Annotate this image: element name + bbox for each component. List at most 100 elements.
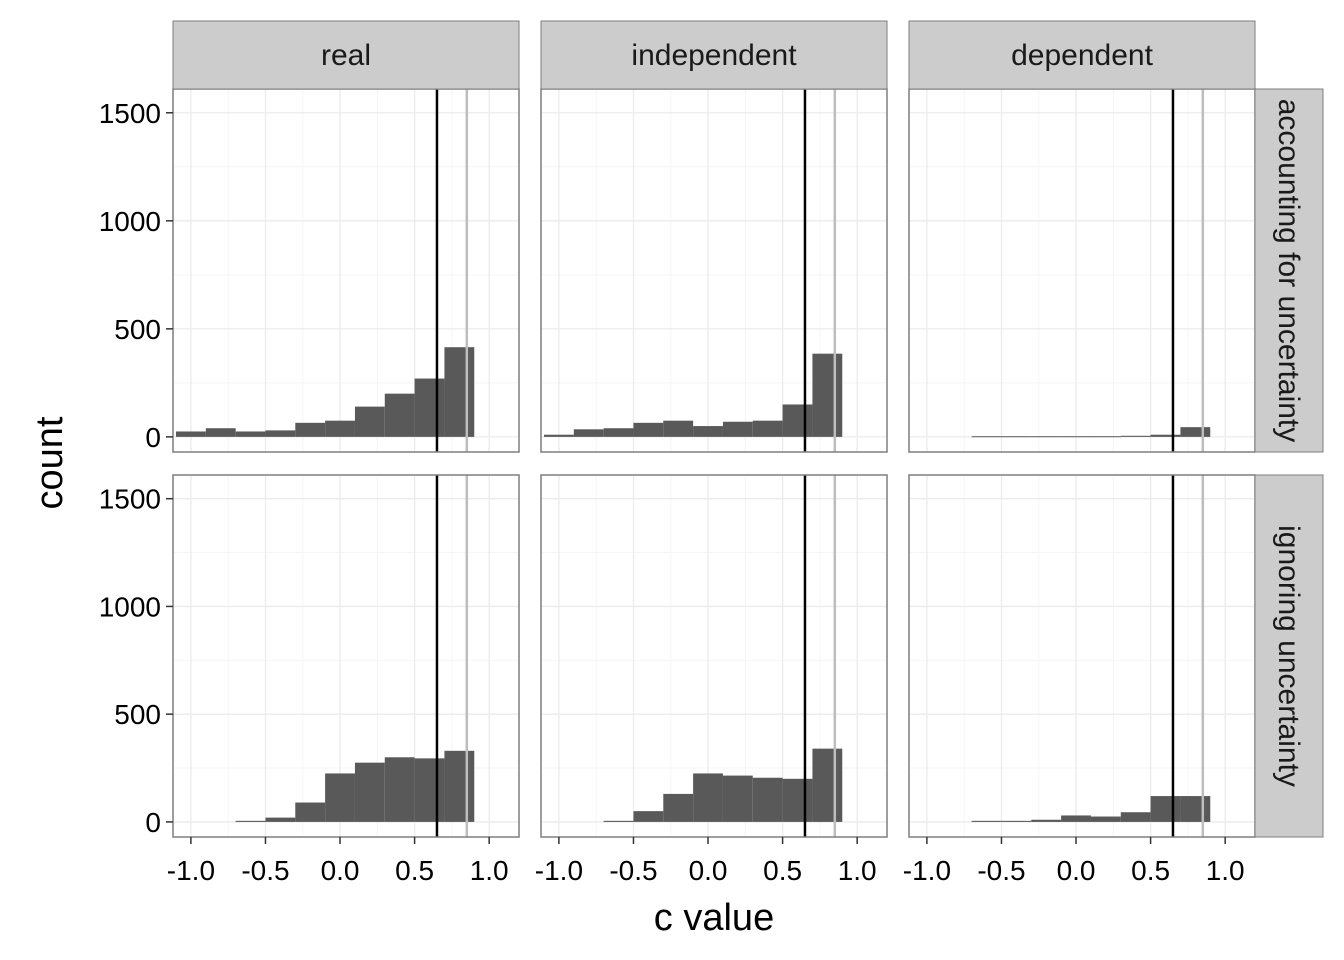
- histogram-bar: [782, 778, 813, 822]
- histogram-bar: [325, 420, 355, 437]
- x-tick-label: 1.0: [470, 855, 509, 886]
- histogram-bar: [384, 757, 415, 822]
- histogram-bar: [1061, 815, 1091, 822]
- histogram-bar: [1150, 796, 1181, 822]
- x-tick-label: 0.0: [321, 855, 360, 886]
- histogram-bar: [1180, 796, 1211, 822]
- panel-ignoring-uncertainty-dependent: [908, 474, 1256, 838]
- histogram-bar: [633, 811, 664, 822]
- strip-background: [1254, 474, 1324, 838]
- histogram-bar: [1120, 435, 1151, 437]
- strip-dependent: dependent: [908, 20, 1256, 90]
- x-tick-label: 0.0: [689, 855, 728, 886]
- histogram-bar: [444, 347, 475, 437]
- histogram-bar: [663, 793, 694, 822]
- strip-background: [1254, 88, 1324, 453]
- x-tick-label: 0.5: [1131, 855, 1170, 886]
- histogram-bar: [235, 820, 266, 822]
- y-tick-label: 1500: [99, 98, 161, 129]
- y-axis-row-2: 0 500 1000 1500: [99, 484, 173, 838]
- x-tick-label: -1.0: [903, 855, 951, 886]
- histogram-bar: [354, 406, 385, 437]
- strip-label: dependent: [1011, 39, 1153, 72]
- histogram-bar: [384, 393, 415, 437]
- histogram-bar: [295, 422, 326, 437]
- strip-label: real: [321, 39, 371, 72]
- y-tick-label: 1500: [99, 484, 161, 515]
- histogram-bar: [175, 431, 206, 437]
- strip-label: accounting for uncertainty: [1272, 99, 1305, 443]
- histogram-bar: [205, 428, 236, 437]
- strip-independent: independent: [540, 20, 888, 90]
- histogram-bar: [663, 420, 694, 437]
- panel-accounting-for-uncertainty-dependent: [908, 88, 1256, 453]
- histogram-bar: [693, 773, 723, 822]
- panel-border: [172, 474, 520, 838]
- strip-ignoring-uncertainty: ignoring uncertainty: [1254, 474, 1324, 838]
- histogram-bar: [782, 404, 813, 437]
- strip-accounting-for-uncertainty: accounting for uncertainty: [1254, 88, 1324, 453]
- histogram-bar: [265, 817, 296, 822]
- x-tick-label: 1.0: [838, 855, 877, 886]
- y-tick-label: 500: [114, 699, 161, 730]
- panel-accounting-for-uncertainty-independent: [540, 88, 888, 453]
- panel-ignoring-uncertainty-real: [172, 474, 520, 838]
- histogram-bar: [1180, 427, 1211, 437]
- histogram-bar: [1001, 820, 1032, 822]
- histogram-bar: [693, 426, 723, 437]
- x-tick-label: -0.5: [241, 855, 289, 886]
- histogram-bar: [543, 434, 574, 437]
- histogram-bar: [414, 378, 445, 437]
- histogram-bar: [752, 777, 783, 822]
- x-axis-title: c value: [654, 897, 774, 939]
- histogram-bar: [295, 802, 326, 822]
- histogram-bar: [1061, 436, 1091, 438]
- x-tick-label: 0.0: [1057, 855, 1096, 886]
- histogram-bar: [722, 775, 753, 822]
- histogram-bar: [1031, 819, 1062, 822]
- histogram-bar: [354, 762, 385, 822]
- x-tick-label: 0.5: [763, 855, 802, 886]
- histogram-bar: [1090, 816, 1121, 822]
- histogram-bar: [414, 758, 445, 822]
- strips-layer: real independent dependent accounting for u…: [172, 20, 1324, 838]
- strip-label: independent: [631, 39, 797, 72]
- x-tick-label: -1.0: [535, 855, 583, 886]
- histogram-bar: [573, 429, 604, 437]
- y-tick-label: 1000: [99, 591, 161, 622]
- strip-background: [172, 20, 520, 90]
- histogram-bar: [971, 436, 1002, 438]
- histogram-bar: [752, 420, 783, 437]
- y-axis-title: count: [29, 416, 71, 509]
- panel-accounting-for-uncertainty-real: [172, 88, 520, 453]
- strip-label-clip: accounting for uncertainty: [1272, 99, 1305, 443]
- histogram-bar: [1150, 434, 1181, 437]
- histogram-bar: [1001, 436, 1032, 438]
- histogram-bar: [603, 428, 634, 437]
- x-axis-dependent: -1.0 -0.5 0.0 0.5 1.0: [903, 837, 1245, 886]
- strip-real: real: [172, 20, 520, 90]
- x-axis-independent: -1.0 -0.5 0.0 0.5 1.0: [535, 837, 877, 886]
- histogram-bar: [971, 820, 1002, 822]
- x-tick-label: -0.5: [609, 855, 657, 886]
- x-tick-label: -0.5: [977, 855, 1025, 886]
- y-tick-label: 1000: [99, 206, 161, 237]
- histogram-bar: [265, 430, 296, 437]
- histogram-bar: [235, 431, 266, 437]
- axes-layer: 0 500 1000 1500 0 500 1000 1500 -1.0 -0.5 0.0 0.5 1.…: [99, 98, 1245, 886]
- y-axis-row-1: 0 500 1000 1500: [99, 98, 173, 453]
- strip-background: [908, 20, 1256, 90]
- histogram-bar: [444, 750, 475, 822]
- histogram-bar: [633, 422, 664, 437]
- x-tick-label: 1.0: [1206, 855, 1245, 886]
- histogram-bar: [812, 748, 843, 822]
- histogram-bar: [1090, 436, 1121, 438]
- histogram-bar: [722, 421, 753, 437]
- x-axis-real: -1.0 -0.5 0.0 0.5 1.0: [167, 837, 509, 886]
- histogram-bar: [1031, 436, 1062, 438]
- panel-background: [909, 475, 1255, 837]
- panel-ignoring-uncertainty-independent: [540, 474, 888, 838]
- histogram-bar: [812, 353, 843, 437]
- histogram-bar: [603, 820, 634, 822]
